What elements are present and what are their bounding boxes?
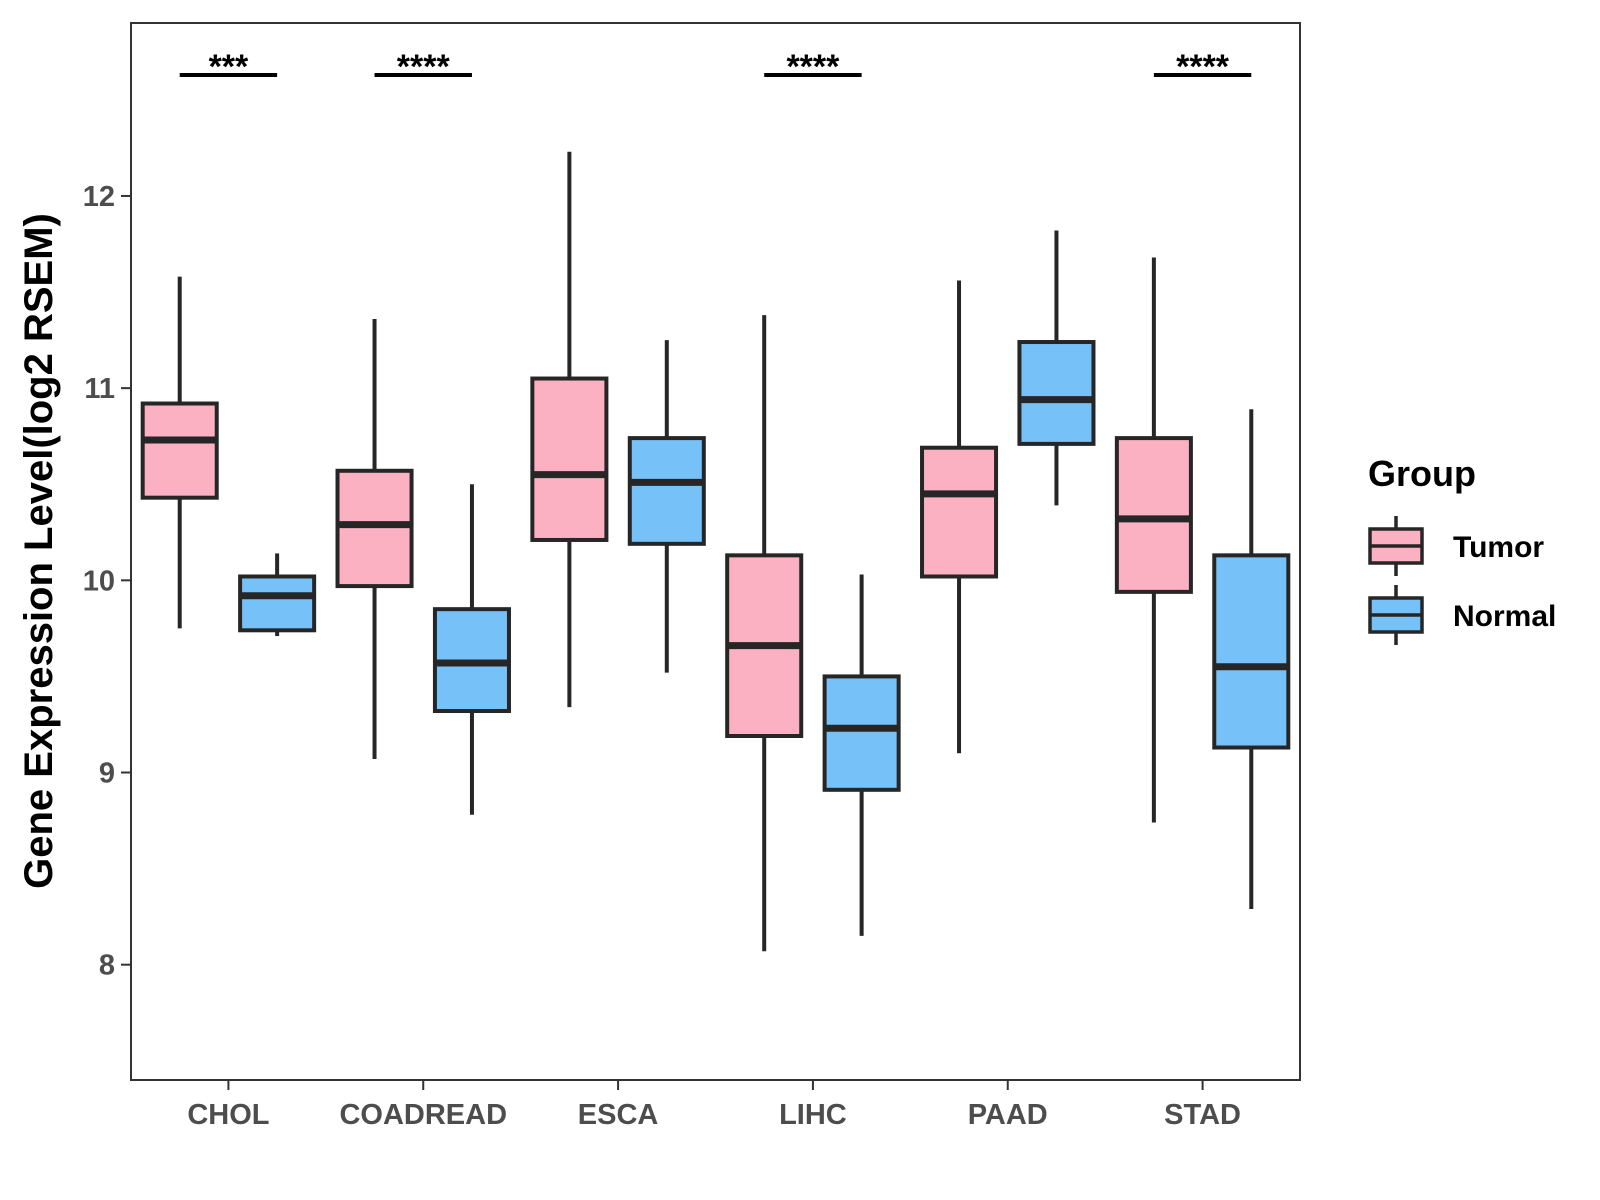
tumor-chol-box — [140, 401, 219, 500]
x-tick-label-paad: PAAD — [968, 1099, 1048, 1131]
x-tick-label-esca: ESCA — [578, 1099, 659, 1131]
legend: Group Tumor Normal — [1368, 453, 1556, 645]
significance-annotations: *** **** **** **** — [179, 48, 1252, 86]
significance-label-lihc: **** — [786, 48, 840, 86]
x-tick-label-lihc: LIHC — [779, 1099, 847, 1131]
x-tick-label-coadread: COADREAD — [339, 1099, 507, 1131]
x-axis: CHOL COADREAD ESCA LIHC PAAD STAD — [187, 1080, 1241, 1131]
significance-label-chol: *** — [209, 48, 249, 86]
significance-label-coadread: **** — [397, 48, 451, 86]
y-tick-label-12: 12 — [83, 181, 115, 213]
tumor-coadread-box — [335, 468, 414, 589]
panel-border — [130, 22, 1301, 1081]
normal-lihc-box — [822, 674, 901, 792]
legend-title: Group — [1368, 453, 1476, 494]
significance-label-stad: **** — [1176, 48, 1230, 86]
y-tick-label-9: 9 — [99, 758, 115, 790]
normal-paad-box — [1017, 340, 1096, 446]
plot-marks — [140, 151, 1291, 952]
y-tick-label-10: 10 — [83, 565, 115, 597]
y-axis-title: Gene Expression Level(log2 RSEM) — [17, 213, 61, 889]
y-axis: 8 9 10 11 12 — [83, 181, 131, 982]
normal-chol-box — [238, 574, 317, 633]
tumor-paad-box — [920, 445, 999, 579]
normal-esca-box — [627, 436, 706, 546]
legend-label-tumor: Tumor — [1453, 531, 1544, 564]
tumor-stad-box — [1114, 436, 1193, 594]
x-tick-label-chol: CHOL — [187, 1099, 269, 1131]
y-tick-label-8: 8 — [99, 950, 115, 982]
tumor-esca-box — [530, 376, 609, 542]
y-tick-label-11: 11 — [84, 373, 115, 405]
normal-stad-box — [1212, 553, 1291, 750]
legend-label-normal: Normal — [1453, 600, 1556, 633]
x-tick-label-stad: STAD — [1164, 1099, 1241, 1131]
